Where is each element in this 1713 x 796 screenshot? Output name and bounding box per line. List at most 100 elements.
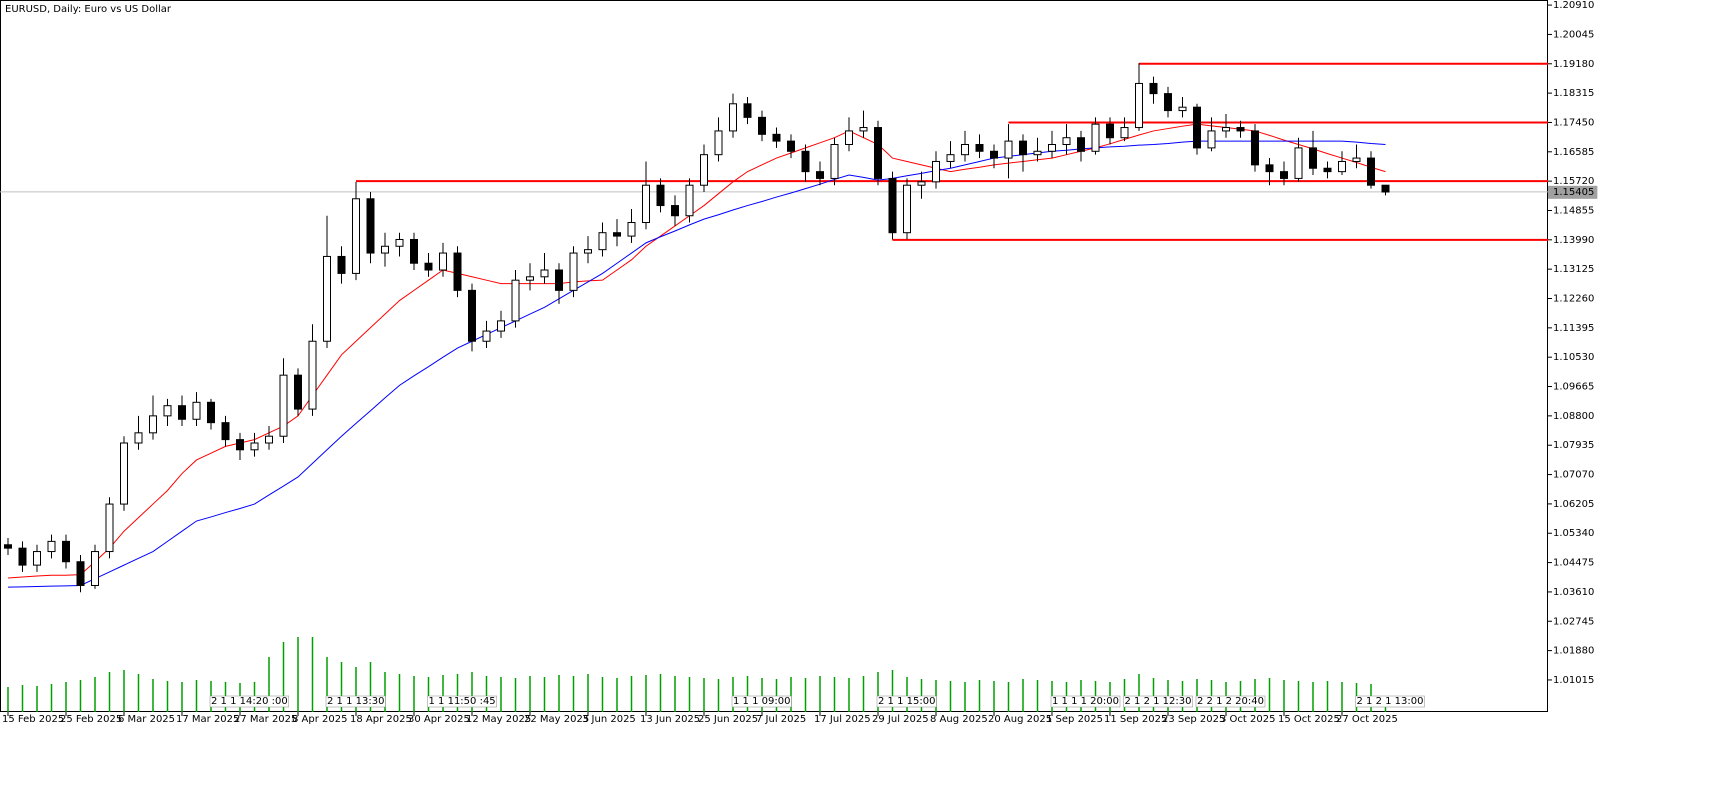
y-tick-label: 1.19180: [1553, 59, 1594, 70]
event-marker: 2 1 1 15:00: [878, 696, 935, 707]
candle-body: [1236, 127, 1245, 132]
candle-body: [656, 184, 665, 207]
candle-body: [1193, 106, 1201, 149]
event-marker: 2 1 1 14:20 :00: [211, 696, 288, 707]
candle-body: [1135, 82, 1143, 129]
chart-title: EURUSD, Daily: Euro vs US Dollar: [5, 4, 172, 15]
candle-body: [627, 222, 636, 237]
candle-body: [1367, 157, 1375, 186]
candle-body: [830, 144, 839, 179]
event-box: [731, 695, 792, 708]
candle-body: [1323, 167, 1332, 173]
candle-body: [729, 103, 737, 132]
candle-body: [584, 249, 592, 254]
candle-body: [323, 255, 331, 342]
candle-body: [772, 133, 781, 142]
x-tick-label: 8 Apr 2025: [292, 714, 347, 725]
x-tick-label: 3 Jun 2025: [582, 714, 636, 725]
candle-body: [497, 320, 505, 332]
candle-body: [642, 184, 650, 224]
candle-body: [526, 276, 534, 281]
y-tick-label: 1.03610: [1553, 587, 1594, 598]
candle-body: [946, 154, 955, 162]
x-tick-label: 17 Mar 2025: [176, 714, 239, 725]
y-tick-label: 1.10530: [1553, 352, 1594, 363]
candle-body: [47, 540, 56, 553]
candle-body: [221, 422, 230, 441]
candle-body: [1294, 147, 1303, 179]
candle-body: [1338, 160, 1346, 173]
candle-body: [1352, 157, 1361, 162]
candle-body: [192, 401, 201, 420]
y-tick-label: 1.06205: [1553, 499, 1594, 510]
y-tick-label: 1.08800: [1553, 411, 1594, 422]
candle-body: [163, 405, 172, 417]
candle-body: [439, 252, 447, 271]
candle-body: [250, 442, 259, 451]
candle-body: [888, 177, 897, 234]
candle-body: [1178, 106, 1187, 112]
candle-body: [1077, 137, 1085, 152]
y-tick-label: 1.17450: [1553, 117, 1594, 128]
y-tick-label: 1.14855: [1553, 205, 1594, 216]
candle-body: [265, 435, 273, 444]
moving-average: [7, 140, 1386, 588]
y-tick-label: 1.02745: [1553, 616, 1594, 627]
x-tick-label: 30 Apr 2025: [408, 714, 470, 725]
candle-body: [859, 127, 868, 132]
candle-body: [1222, 127, 1230, 132]
candle-body: [337, 255, 346, 274]
x-tick-label: 13 Jun 2025: [640, 714, 700, 725]
candle-body: [700, 154, 708, 186]
x-tick-label: 17 Jul 2025: [814, 714, 871, 725]
candle-body: [1062, 137, 1071, 146]
y-tick-label: 1.13990: [1553, 235, 1594, 246]
candle-body: [903, 184, 911, 234]
candle-body: [990, 150, 998, 159]
candle-body: [685, 184, 694, 217]
candle-body: [1106, 123, 1114, 139]
candle-body: [1033, 150, 1042, 156]
candle-body: [787, 140, 795, 152]
candle-body: [294, 374, 302, 410]
candle-body: [33, 551, 41, 566]
candle-body: [932, 160, 940, 183]
candle-body: [1120, 127, 1129, 139]
y-tick-label: 1.16585: [1553, 147, 1594, 158]
candle-body: [1164, 93, 1172, 112]
candle-body: [511, 279, 520, 322]
y-tick-label: 1.05340: [1553, 528, 1594, 539]
candle-body: [1381, 184, 1390, 193]
candle-body: [207, 401, 215, 424]
x-tick-label: 20 Aug 2025: [988, 714, 1052, 725]
event-box: [1195, 695, 1266, 708]
event-box: [1123, 695, 1193, 708]
candle-body: [1091, 123, 1100, 152]
event-box: [1355, 695, 1425, 708]
candle-body: [671, 205, 679, 217]
y-tick-label: 1.04475: [1553, 558, 1594, 569]
candle-body: [4, 544, 12, 549]
y-tick-label: 1.18315: [1553, 88, 1594, 99]
candle-body: [18, 547, 27, 566]
current-price-label: 1.15405: [1553, 187, 1594, 198]
y-tick-label: 1.07070: [1553, 470, 1594, 481]
candle-body: [555, 269, 563, 291]
x-tick-label: 15 Feb 2025: [2, 714, 64, 725]
candle-body: [410, 238, 418, 264]
candle-body: [917, 181, 926, 186]
candle-body: [91, 551, 99, 586]
x-tick-label: 27 Mar 2025: [234, 714, 297, 725]
candle-body: [540, 269, 549, 278]
candle-body: [1309, 147, 1317, 169]
x-tick-label: 18 Apr 2025: [350, 714, 412, 725]
candle-body: [961, 144, 969, 156]
x-tick-label: 3 Oct 2025: [1220, 714, 1275, 725]
y-tick-label: 1.07935: [1553, 440, 1594, 451]
candle-body: [569, 252, 578, 291]
candle-body: [975, 144, 984, 152]
y-tick-label: 1.15720: [1553, 176, 1594, 187]
event-marker: 2 2 1 2 20:40: [1197, 696, 1264, 707]
